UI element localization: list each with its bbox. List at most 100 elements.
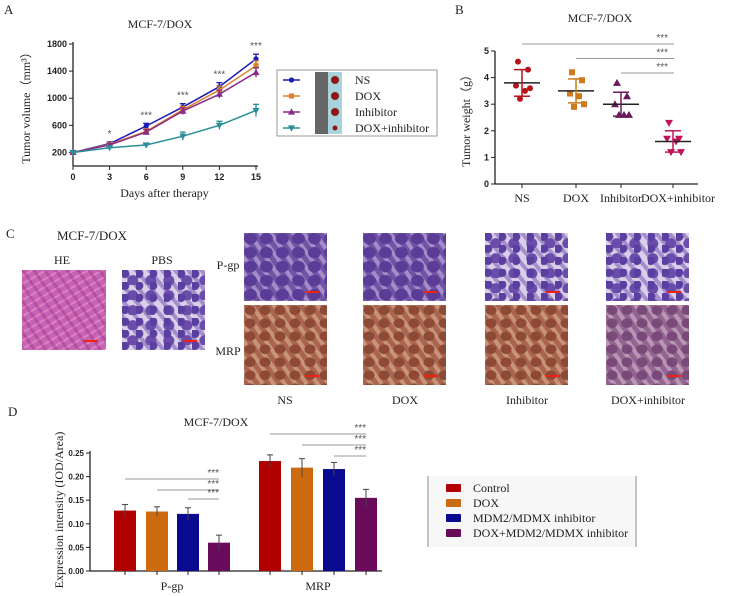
mrp-dox-inhibitor-image (606, 305, 689, 385)
y-tick-label: 1000 (47, 93, 67, 103)
legend-marker (287, 125, 296, 132)
y-tick-label: 1400 (47, 66, 67, 76)
bar-P-gp-MDM2/MDMX inhibitor (177, 513, 199, 571)
y-tick-label: 0.25 (68, 449, 84, 458)
scale-bar (667, 291, 681, 293)
series-line-DOX (72, 65, 257, 154)
data-point (571, 103, 577, 110)
y-tick-label: 4 (484, 73, 489, 83)
row-label-pgp: P-gp (216, 258, 240, 272)
data-point (252, 68, 260, 76)
panel-label-d: D (8, 404, 18, 419)
scale-bar (546, 375, 560, 377)
series-line-DOX+inhibitor (72, 109, 257, 154)
y-tick-label: 2 (484, 126, 489, 136)
data-point (569, 69, 575, 76)
significance-marker: *** (207, 479, 219, 490)
legend-label: DOX+MDM2/MDMX inhibitor (473, 526, 628, 540)
legend-label: DOX+inhibitor (355, 121, 429, 135)
he-stain-image (22, 270, 106, 350)
tumor-photo (331, 76, 339, 84)
col-label-ns: NS (277, 393, 293, 407)
x-tick-label: MRP (305, 579, 331, 593)
ruler-photo (315, 72, 328, 134)
x-tick-label: DOX+inhibitor (641, 191, 715, 205)
bar-MRP-DOX (291, 467, 313, 571)
data-point (143, 123, 149, 129)
data-point (513, 82, 519, 89)
data-point (179, 107, 187, 114)
data-point (215, 90, 223, 97)
data-point (665, 119, 673, 127)
y-tick-label: 1800 (47, 39, 67, 49)
legend-box (276, 69, 438, 137)
legend-marker (287, 108, 296, 115)
panel-label-b: B (455, 2, 464, 17)
legend-box (429, 476, 635, 547)
legend-swatch (446, 484, 461, 492)
y-tick-label: 1 (484, 152, 489, 162)
y-tick-label: 5 (484, 46, 489, 56)
significance-marker: *** (140, 110, 152, 121)
panel-c-title: MCF-7/DOX (56, 228, 128, 243)
significance-marker: *** (354, 445, 366, 456)
panel-label-a: A (4, 2, 14, 17)
significance-marker: *** (656, 33, 668, 44)
bar-MRP-DOX+MDM2/MDMX inhibitor (355, 497, 377, 571)
y-tick-label: 0.05 (68, 543, 84, 552)
mrp-inhibitor-image (485, 305, 568, 385)
data-point (579, 77, 585, 84)
data-point (663, 135, 671, 143)
y-tick-label: 0.15 (68, 496, 84, 505)
x-tick-label: Inhibitor (600, 191, 642, 205)
bar-P-gp-DOX (146, 511, 168, 571)
tumor-photo-background (328, 72, 342, 134)
x-tick-label: P-gp (161, 579, 184, 593)
x-tick-label: 3 (107, 172, 112, 182)
row-label-mrp: MRP (215, 344, 241, 358)
bar-MRP-MDM2/MDMX inhibitor (323, 469, 345, 571)
legend-label: DOX (355, 89, 381, 103)
scale-bar (546, 291, 560, 293)
panel-label-c: C (6, 226, 15, 241)
significance-marker: *** (250, 41, 262, 52)
tumor-photo (331, 108, 339, 116)
scale-bar (305, 375, 319, 377)
series-line-Inhibitor (72, 71, 257, 154)
scale-bar (183, 340, 197, 342)
data-point (215, 122, 223, 129)
bar-P-gp-Control (114, 510, 136, 571)
y-tick-label: 600 (52, 120, 67, 130)
data-point (527, 85, 533, 92)
y-tick-label: 0.20 (68, 473, 84, 482)
legend-swatch (446, 514, 461, 522)
y-axis-label: Expression intensity (IOD/Area) (52, 432, 66, 589)
legend-label: DOX (473, 496, 499, 510)
data-point (522, 87, 528, 94)
data-point (252, 107, 260, 115)
legend-swatch (446, 499, 461, 507)
tumor-photo (332, 125, 338, 131)
y-tick-label: 0 (484, 179, 489, 189)
y-tick-label: 0.10 (68, 520, 84, 529)
data-point (515, 58, 521, 65)
data-point (106, 145, 114, 152)
x-tick-label: 9 (180, 172, 185, 182)
data-point (581, 101, 587, 108)
data-point (623, 92, 631, 100)
mrp-dox-image (363, 305, 446, 385)
data-point (142, 142, 150, 149)
legend-label: Inhibitor (355, 105, 397, 119)
series-line-NS (72, 58, 257, 154)
scale-bar (305, 291, 319, 293)
data-point (142, 128, 150, 135)
tumor-photo (331, 92, 339, 100)
x-tick-label: NS (514, 191, 529, 205)
x-tick-label: DOX (563, 191, 589, 205)
data-point (69, 149, 77, 157)
significance-marker: *** (207, 488, 219, 499)
significance-marker: *** (177, 91, 189, 102)
chart-b-title: MCF-7/DOX (568, 11, 633, 25)
x-tick-label: 0 (70, 172, 75, 182)
